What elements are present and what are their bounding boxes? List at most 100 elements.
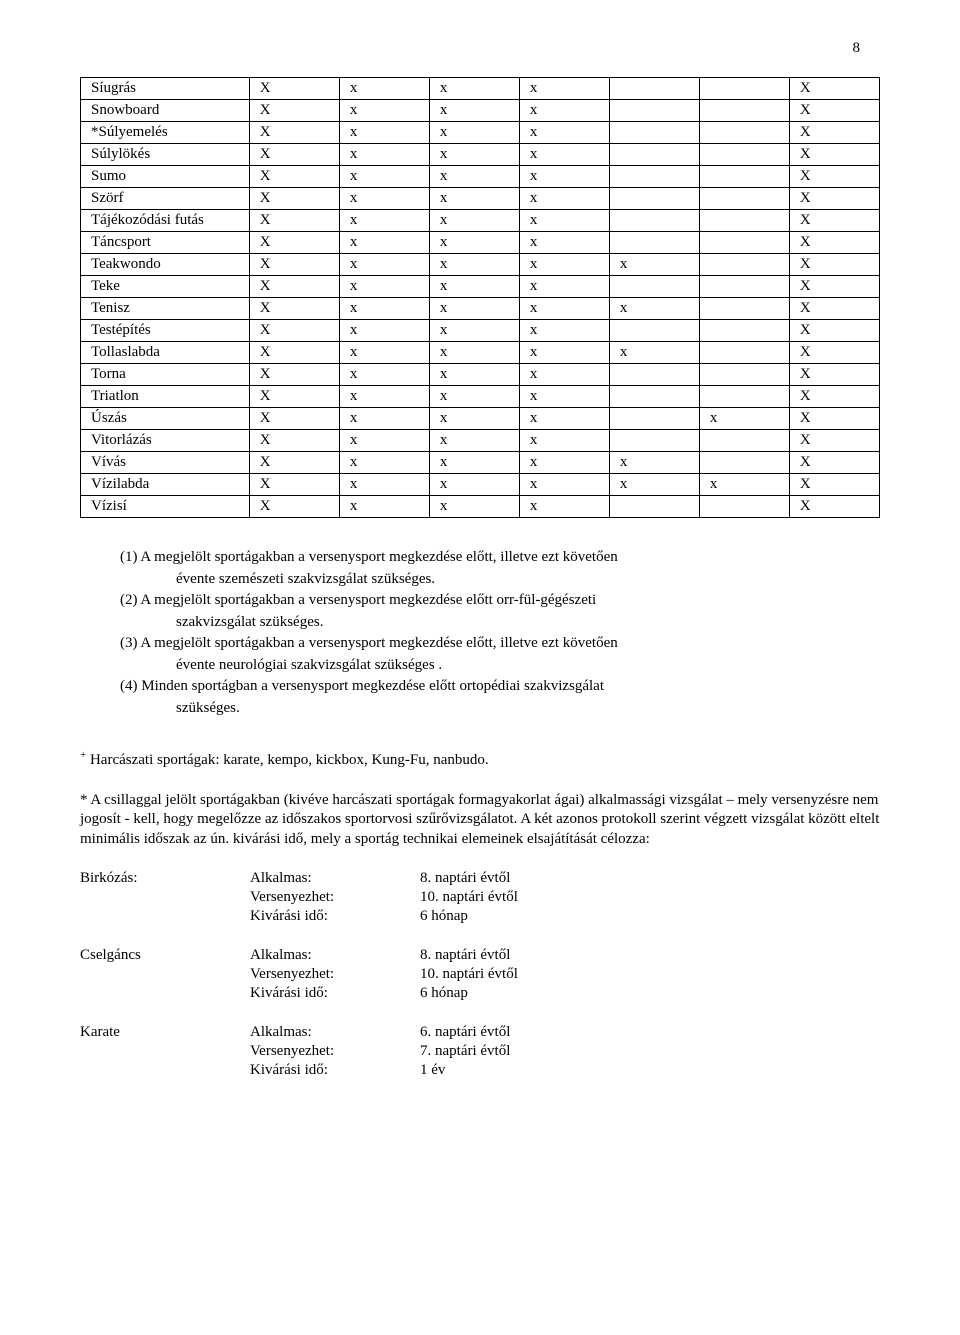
sport-name-cell: Triatlon — [81, 386, 250, 408]
mark-cell: X — [789, 408, 879, 430]
table-row: TeniszXxxxxX — [81, 298, 880, 320]
sport-name-cell: Táncsport — [81, 232, 250, 254]
mark-cell: X — [249, 210, 339, 232]
sport-name-cell: Vízilabda — [81, 474, 250, 496]
mark-cell: x — [429, 100, 519, 122]
mark-cell: X — [249, 232, 339, 254]
note-2a: (2) A megjelölt sportágakban a versenysp… — [120, 591, 880, 611]
mark-cell: x — [519, 254, 609, 276]
mark-cell: X — [249, 496, 339, 518]
table-row: TeakwondoXxxxxX — [81, 254, 880, 276]
mark-cell: x — [519, 364, 609, 386]
mark-cell: X — [789, 298, 879, 320]
mark-cell: X — [249, 298, 339, 320]
mark-cell — [609, 232, 699, 254]
mark-cell — [699, 342, 789, 364]
mark-cell: x — [429, 342, 519, 364]
mark-cell: X — [789, 144, 879, 166]
mark-cell: X — [789, 122, 879, 144]
mark-cell: x — [429, 276, 519, 298]
mark-cell: x — [339, 386, 429, 408]
mark-cell: x — [519, 166, 609, 188]
mark-cell: x — [609, 474, 699, 496]
mark-cell: X — [249, 188, 339, 210]
mark-cell: x — [339, 232, 429, 254]
mark-cell: X — [249, 144, 339, 166]
sport-name-cell: Vitorlázás — [81, 430, 250, 452]
schedule-value: 6 hónap — [420, 984, 880, 1003]
mark-cell — [699, 254, 789, 276]
schedule-label: Kivárási idő: — [250, 907, 420, 926]
sport-name-cell: Súlylökés — [81, 144, 250, 166]
mark-cell: X — [249, 320, 339, 342]
mark-cell: x — [519, 408, 609, 430]
table-row: SúlylökésXxxxX — [81, 144, 880, 166]
footnote-text: Harcászati sportágak: karate, kempo, kic… — [86, 752, 488, 768]
mark-cell — [699, 496, 789, 518]
table-row: SumoXxxxX — [81, 166, 880, 188]
mark-cell: x — [429, 364, 519, 386]
mark-cell: x — [519, 342, 609, 364]
mark-cell: x — [609, 452, 699, 474]
mark-cell: x — [609, 298, 699, 320]
mark-cell: x — [519, 496, 609, 518]
mark-cell — [699, 276, 789, 298]
mark-cell — [609, 320, 699, 342]
mark-cell — [699, 188, 789, 210]
mark-cell — [699, 100, 789, 122]
mark-cell: X — [249, 78, 339, 100]
mark-cell: x — [519, 320, 609, 342]
mark-cell — [699, 78, 789, 100]
mark-cell — [609, 430, 699, 452]
sport-name-cell: Tájékozódási futás — [81, 210, 250, 232]
mark-cell: X — [789, 232, 879, 254]
mark-cell: X — [789, 474, 879, 496]
note-3b: évente neurológiai szakvizsgálat szükség… — [120, 656, 880, 676]
note-3a: (3) A megjelölt sportágakban a versenysp… — [120, 634, 880, 654]
mark-cell: X — [249, 474, 339, 496]
mark-cell: x — [429, 430, 519, 452]
sport-name-cell: Tenisz — [81, 298, 250, 320]
schedule-label: Versenyezhet: — [250, 1042, 420, 1061]
mark-cell: X — [789, 430, 879, 452]
schedule-sport: Cselgáncs — [80, 946, 250, 1003]
mark-cell: X — [789, 342, 879, 364]
table-row: Tájékozódási futásXxxxX — [81, 210, 880, 232]
mark-cell: x — [429, 254, 519, 276]
mark-cell: x — [339, 298, 429, 320]
table-row: VitorlázásXxxxX — [81, 430, 880, 452]
mark-cell: x — [429, 144, 519, 166]
mark-cell: x — [519, 298, 609, 320]
table-row: TriatlonXxxxX — [81, 386, 880, 408]
mark-cell — [699, 320, 789, 342]
mark-cell: X — [249, 430, 339, 452]
mark-cell: x — [339, 496, 429, 518]
mark-cell: x — [609, 342, 699, 364]
mark-cell — [609, 496, 699, 518]
table-row: VízisíXxxxX — [81, 496, 880, 518]
schedule-value: 6 hónap — [420, 907, 880, 926]
mark-cell: x — [339, 364, 429, 386]
mark-cell: x — [699, 408, 789, 430]
sport-name-cell: Testépítés — [81, 320, 250, 342]
note-4b: szükséges. — [120, 699, 880, 719]
mark-cell — [609, 100, 699, 122]
mark-cell — [609, 364, 699, 386]
mark-cell: X — [789, 386, 879, 408]
mark-cell: X — [789, 496, 879, 518]
mark-cell — [699, 452, 789, 474]
sport-name-cell: Teke — [81, 276, 250, 298]
mark-cell: X — [789, 100, 879, 122]
mark-cell: x — [519, 474, 609, 496]
mark-cell: x — [699, 474, 789, 496]
mark-cell: x — [519, 122, 609, 144]
mark-cell: x — [519, 100, 609, 122]
sport-name-cell: Síugrás — [81, 78, 250, 100]
mark-cell: x — [429, 408, 519, 430]
mark-cell: X — [789, 188, 879, 210]
mark-cell: x — [339, 474, 429, 496]
mark-cell: X — [249, 452, 339, 474]
mark-cell — [609, 408, 699, 430]
mark-cell: X — [249, 100, 339, 122]
mark-cell: x — [429, 210, 519, 232]
